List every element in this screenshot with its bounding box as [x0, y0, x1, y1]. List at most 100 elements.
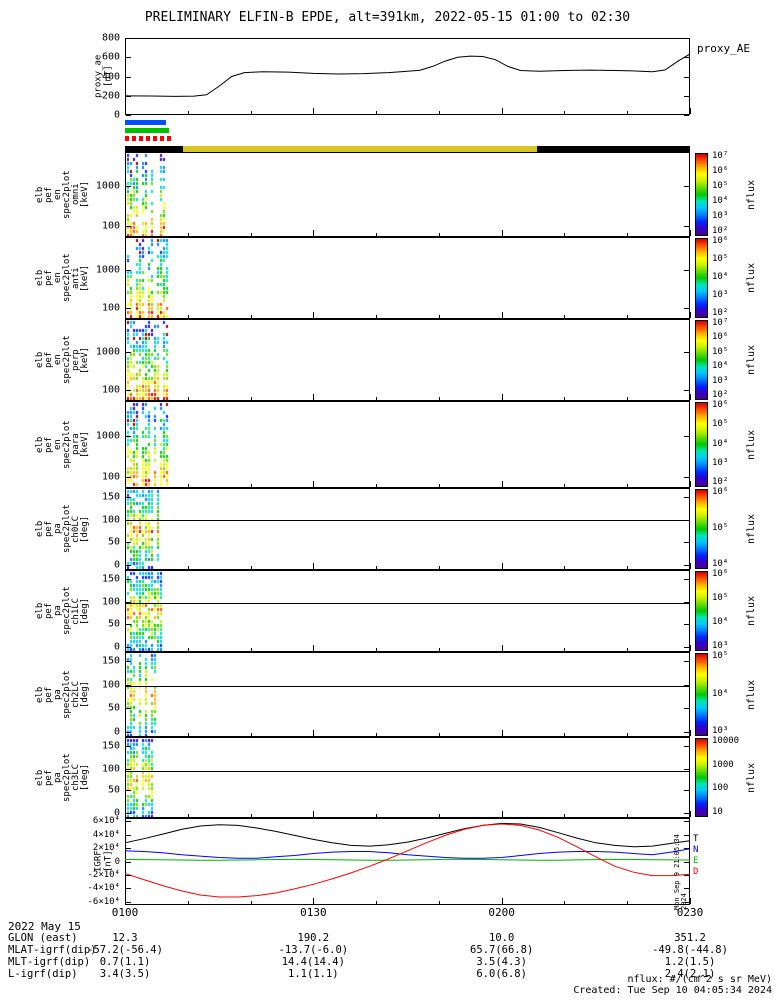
- en_para-ytick: 100: [101, 471, 120, 483]
- x-axis-tick: [376, 233, 378, 236]
- x-axis-tick: [250, 484, 252, 487]
- y-axis-tick: [126, 38, 131, 39]
- y-axis-tick: [126, 708, 131, 710]
- y-axis-tick: [126, 225, 131, 227]
- x-axis-tick: [438, 233, 440, 236]
- ephemeris-value: 1.2(1.5): [664, 956, 716, 968]
- x-axis-tick: [187, 111, 189, 114]
- en_perp-ytick: 1000: [95, 346, 120, 358]
- y-axis-tick: [126, 519, 131, 521]
- x-axis-tick: [564, 233, 566, 236]
- x-axis-tick: [501, 563, 503, 569]
- y-axis-tick: [126, 57, 131, 59]
- x-axis-tick: [125, 898, 126, 904]
- x-axis-tick: [187, 566, 189, 569]
- x-axis-tick: [313, 563, 315, 569]
- ephemeris-value: 351.2: [674, 932, 706, 944]
- ephemeris-value: 3.4(3.5): [99, 968, 151, 980]
- y-axis-tick: [126, 768, 131, 770]
- colorbar-tick-label: 10⁷: [712, 151, 729, 161]
- proxy-ae-ytick: 400: [101, 71, 120, 82]
- spectrogram-data: [126, 402, 181, 487]
- x-axis-tick: [501, 108, 503, 114]
- colorbar: [695, 738, 708, 817]
- proxy-ae-ytick: 200: [101, 90, 120, 102]
- y-axis-tick: [126, 685, 131, 687]
- y-axis-tick: [684, 708, 689, 710]
- colorbar-tick-label: 10: [712, 807, 723, 817]
- en_perp-ytick: 100: [101, 384, 120, 396]
- colorbar-tick-label: 10²: [712, 226, 729, 236]
- y-axis-tick: [126, 888, 131, 890]
- y-axis-tick: [126, 269, 131, 271]
- x-axis-tick: [501, 230, 503, 236]
- colorbar-tick-label: 10⁴: [712, 617, 729, 627]
- igrf-series-label: E: [693, 856, 699, 866]
- y-axis-tick: [126, 351, 131, 353]
- x-axis-tick: [438, 566, 440, 569]
- y-axis-tick: [684, 888, 689, 890]
- ephemeris-row-label: MLAT-igrf(dip): [8, 944, 97, 956]
- x-axis-tick: [313, 230, 315, 236]
- y-axis-tick: [126, 861, 131, 863]
- line-plot-canvas: [124, 822, 691, 898]
- x-axis-tick: [627, 814, 629, 817]
- page-title: PRELIMINARY ELFIN-B EPDE, alt=391km, 202…: [144, 10, 631, 25]
- en_omni-ytick: 1000: [95, 180, 120, 192]
- y-axis-tick: [126, 731, 131, 733]
- y-axis-tick: [684, 351, 689, 353]
- ephemeris-row-label: L-igrf(dip): [8, 968, 78, 980]
- ephemeris-row-label: GLON (east): [8, 932, 78, 944]
- y-axis-tick: [684, 308, 689, 310]
- y-axis-tick: [684, 497, 689, 499]
- x-axis-tick: [690, 811, 691, 817]
- colorbar-tick-label: 10²: [712, 390, 729, 400]
- x-axis-tick: [564, 111, 566, 114]
- x-axis-tick: [125, 481, 126, 487]
- pa_ch0-ytick: 0: [113, 559, 120, 571]
- x-axis-tick: [690, 312, 691, 318]
- x-axis-tick: [250, 733, 252, 736]
- x-axis-tick: [564, 397, 566, 400]
- en_para-panel: [125, 401, 690, 488]
- colorbar: [695, 571, 708, 651]
- x-axis-tick: [250, 315, 252, 318]
- x-axis-tick: [501, 481, 503, 487]
- y-axis-tick: [684, 861, 689, 863]
- x-axis-tick: [627, 733, 629, 736]
- x-axis-tick: [627, 484, 629, 487]
- colorbar: [695, 653, 708, 736]
- time-tick-label: 0200: [488, 906, 515, 919]
- pa_ch1-ytick: 150: [101, 573, 120, 585]
- x-axis-tick: [627, 648, 629, 651]
- colorbar-tick-label: 10⁶: [712, 332, 729, 343]
- y-axis-tick: [684, 624, 689, 626]
- time-tick-label: 0230: [676, 906, 704, 919]
- x-axis-tick: [627, 315, 629, 318]
- igrf-ytick: 6×10⁴: [92, 816, 120, 827]
- x-axis-tick: [627, 397, 629, 400]
- x-axis-tick: [187, 484, 189, 487]
- pa_ch2-ytick: 100: [101, 679, 120, 691]
- colorbar: [695, 402, 708, 487]
- x-axis-tick: [501, 730, 503, 736]
- x-axis-tick: [376, 315, 378, 318]
- x-axis-tick: [125, 230, 126, 236]
- status-black-2: [536, 146, 690, 152]
- proxy-ae-ytick: 0: [113, 109, 120, 121]
- y-axis-tick: [684, 579, 689, 581]
- colorbar-tick-label: 10⁶: [712, 166, 729, 176]
- x-axis-tick: [125, 394, 126, 400]
- colorbar-tick-label: 10⁵: [712, 523, 729, 533]
- y-axis-tick: [126, 308, 131, 310]
- y-axis-tick: [126, 821, 131, 823]
- x-axis-tick: [313, 811, 315, 817]
- ephemeris-value: 2.4(2.1): [664, 968, 716, 980]
- status-black-1: [125, 146, 184, 152]
- y-axis-tick: [684, 874, 689, 876]
- loss-cone-line: [126, 602, 689, 604]
- colorbar-tick-label: 10⁵: [712, 419, 729, 430]
- x-axis-tick: [125, 563, 126, 569]
- x-axis-tick: [690, 645, 691, 651]
- pa_ch0-ytick: 50: [107, 536, 120, 548]
